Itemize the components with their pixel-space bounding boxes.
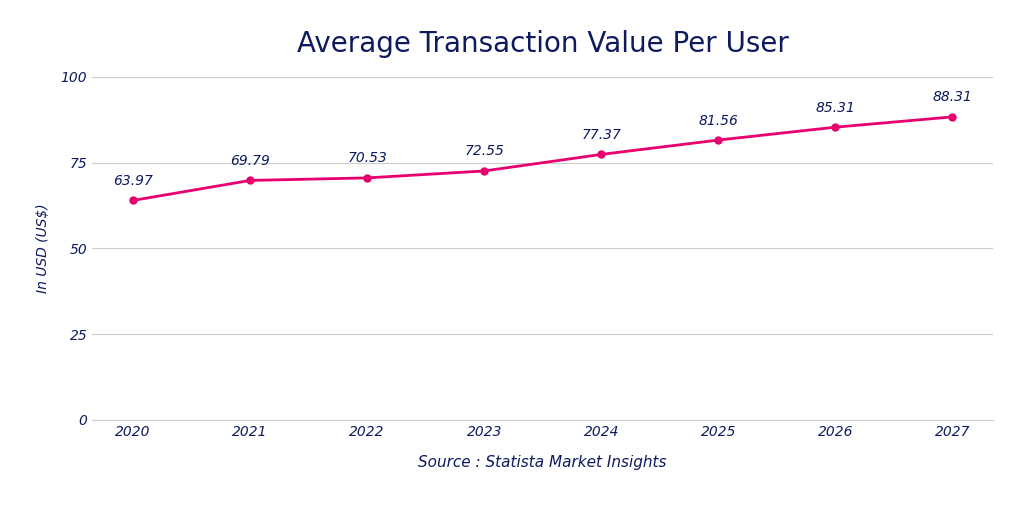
Y-axis label: In USD (US$): In USD (US$) [36, 203, 49, 293]
Text: 88.31: 88.31 [933, 91, 972, 104]
Text: 72.55: 72.55 [464, 144, 504, 159]
Text: 63.97: 63.97 [114, 174, 153, 188]
Title: Average Transaction Value Per User: Average Transaction Value Per User [297, 30, 788, 58]
X-axis label: Source : Statista Market Insights: Source : Statista Market Insights [419, 455, 667, 471]
Text: 77.37: 77.37 [582, 128, 622, 142]
Text: 69.79: 69.79 [230, 154, 270, 168]
Text: 70.53: 70.53 [347, 152, 387, 165]
Text: 81.56: 81.56 [698, 114, 738, 127]
Text: 85.31: 85.31 [815, 101, 855, 115]
